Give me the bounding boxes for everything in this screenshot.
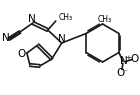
Text: O: O [18,49,26,59]
Text: +: + [125,55,131,61]
Text: O: O [117,68,125,78]
Text: O: O [131,55,139,65]
Text: ⁻: ⁻ [123,70,127,76]
Text: N: N [2,33,10,43]
Text: CH₃: CH₃ [59,13,73,23]
Text: N: N [28,15,36,25]
Text: CH₃: CH₃ [97,15,112,23]
Text: N: N [58,34,66,44]
Text: N: N [120,57,128,66]
